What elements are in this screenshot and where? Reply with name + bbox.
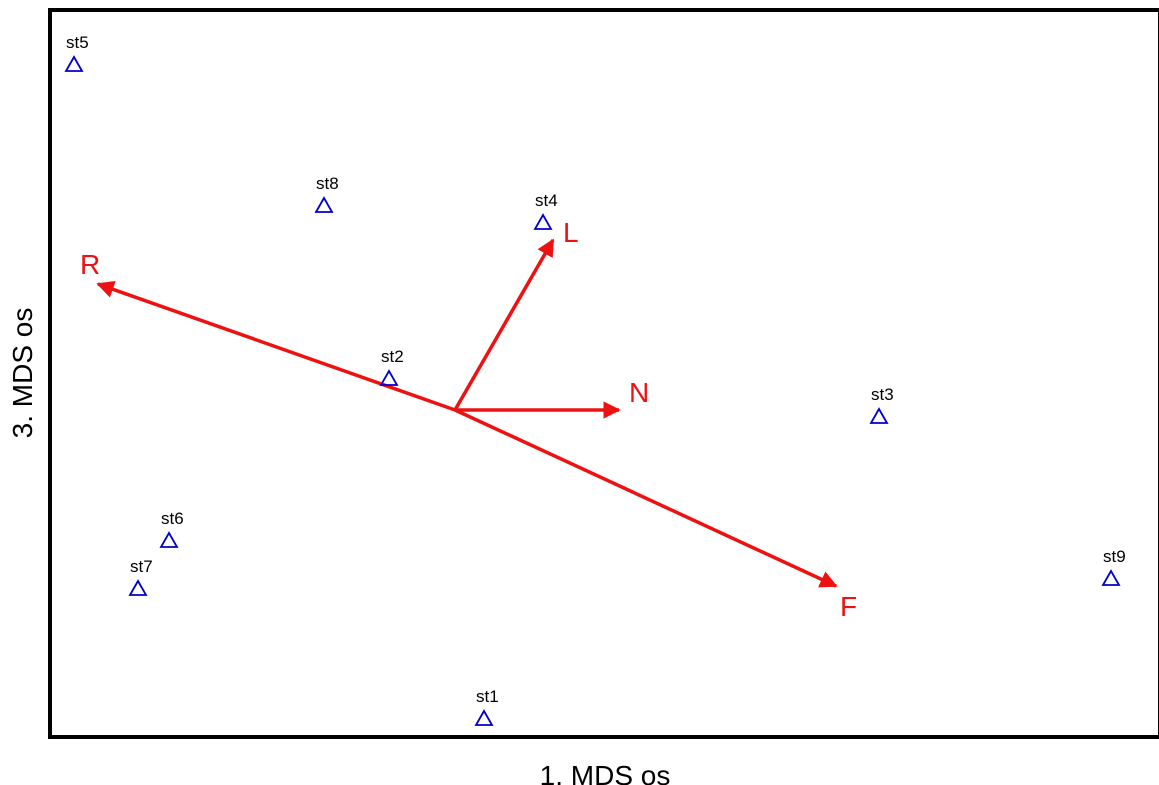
vector-arrow-l: [453, 238, 555, 411]
point-label-st3: st3: [871, 385, 894, 404]
x-axis-label: 1. MDS os: [540, 760, 671, 785]
point-label-st2: st2: [381, 347, 404, 366]
point-label-st9: st9: [1103, 547, 1126, 566]
point-label-st4: st4: [535, 191, 558, 210]
point-marker-st8: [314, 196, 334, 213]
point-label-st5: st5: [66, 33, 89, 52]
point-marker-st4: [533, 213, 553, 230]
vector-arrow-f: [454, 408, 838, 588]
vector-label-f: F: [840, 591, 857, 622]
point-label-st6: st6: [161, 509, 184, 528]
plot-frame: [48, 8, 1159, 739]
y-axis-label: 3. MDS os: [7, 308, 38, 439]
vector-label-n: N: [629, 377, 649, 408]
point-label-st1: st1: [476, 687, 499, 706]
vectors-layer: R L N F: [80, 217, 857, 622]
vector-arrow-r: [96, 280, 456, 412]
point-marker-st2: [379, 369, 399, 386]
point-marker-st6: [159, 531, 179, 548]
point-marker-st7: [128, 579, 148, 596]
point-marker-st9: [1101, 569, 1121, 586]
point-marker-st1: [474, 709, 494, 726]
points-layer: st1 st2 st3 st4 st5 st6 st7 st8 st9: [64, 33, 1126, 726]
vector-label-l: L: [563, 217, 579, 248]
point-label-st7: st7: [130, 557, 153, 576]
point-label-st8: st8: [316, 174, 339, 193]
vector-label-r: R: [80, 249, 100, 280]
point-marker-st3: [869, 407, 889, 424]
point-marker-st5: [64, 55, 84, 72]
